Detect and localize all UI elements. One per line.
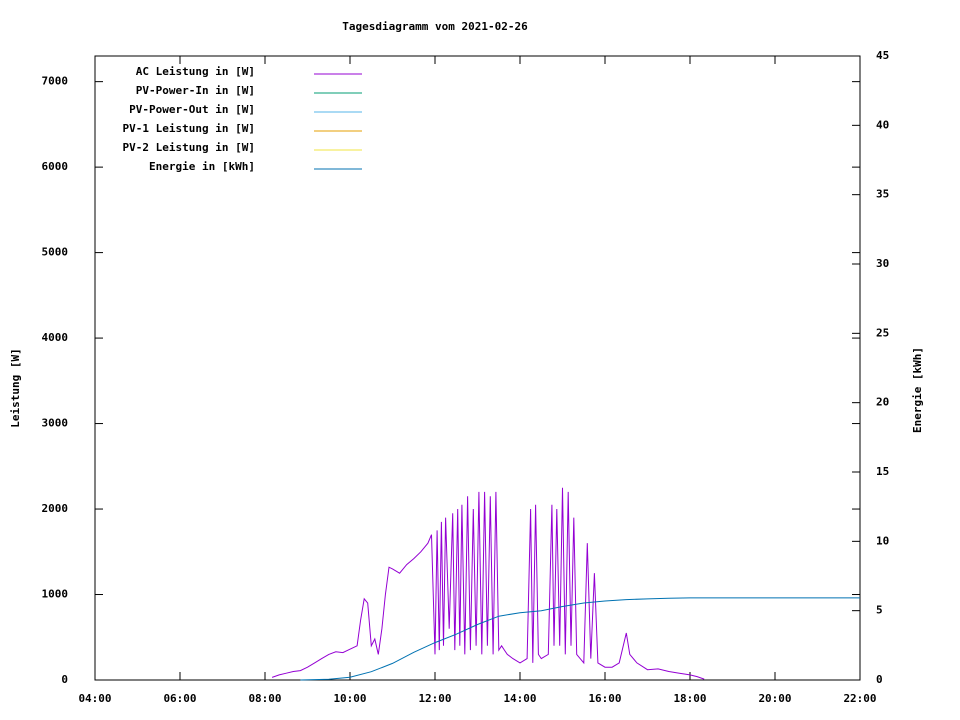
- plot-frame: [94, 55, 861, 681]
- y-tick-label: 7000: [42, 75, 69, 88]
- y2-tick-label: 35: [876, 188, 889, 201]
- x-tick-label: 18:00: [673, 692, 706, 705]
- legend-label: PV-Power-Out in [W]: [129, 103, 255, 116]
- x-tick-label: 06:00: [163, 692, 196, 705]
- y2-tick-label: 0: [876, 673, 883, 686]
- chart-title: Tagesdiagramm vom 2021-02-26: [342, 20, 528, 33]
- y2-tick-label: 45: [876, 49, 889, 62]
- x-tick-label: 10:00: [333, 692, 366, 705]
- y2-tick-label: 10: [876, 534, 889, 547]
- x-tick-label: 12:00: [418, 692, 451, 705]
- legend-label: AC Leistung in [W]: [136, 65, 255, 78]
- x-tick-label: 04:00: [78, 692, 111, 705]
- x-tick-label: 22:00: [843, 692, 876, 705]
- y2-axis-label: Energie [kWh]: [911, 347, 924, 433]
- y-tick-label: 0: [61, 673, 68, 686]
- x-tick-label: 08:00: [248, 692, 281, 705]
- y-tick-label: 3000: [42, 417, 69, 430]
- y-axis-label: Leistung [W]: [9, 348, 22, 427]
- legend-label: Energie in [kWh]: [149, 160, 255, 173]
- y2-tick-label: 25: [876, 326, 889, 339]
- legend-label: PV-1 Leistung in [W]: [123, 122, 255, 135]
- series-line: [271, 487, 705, 680]
- y-tick-label: 6000: [42, 160, 69, 173]
- x-tick-label: 16:00: [588, 692, 621, 705]
- y2-tick-label: 40: [876, 118, 889, 131]
- series-line: [300, 597, 860, 681]
- y-tick-label: 4000: [42, 331, 69, 344]
- legend-label: PV-Power-In in [W]: [136, 84, 255, 97]
- y2-tick-label: 5: [876, 604, 883, 617]
- y-tick-label: 1000: [42, 588, 69, 601]
- y2-tick-label: 15: [876, 465, 889, 478]
- y2-tick-label: 20: [876, 396, 889, 409]
- y-tick-label: 2000: [42, 502, 69, 515]
- x-tick-label: 20:00: [758, 692, 791, 705]
- y-tick-label: 5000: [42, 246, 69, 259]
- y2-tick-label: 30: [876, 257, 889, 270]
- legend-label: PV-2 Leistung in [W]: [123, 141, 255, 154]
- x-tick-label: 14:00: [503, 692, 536, 705]
